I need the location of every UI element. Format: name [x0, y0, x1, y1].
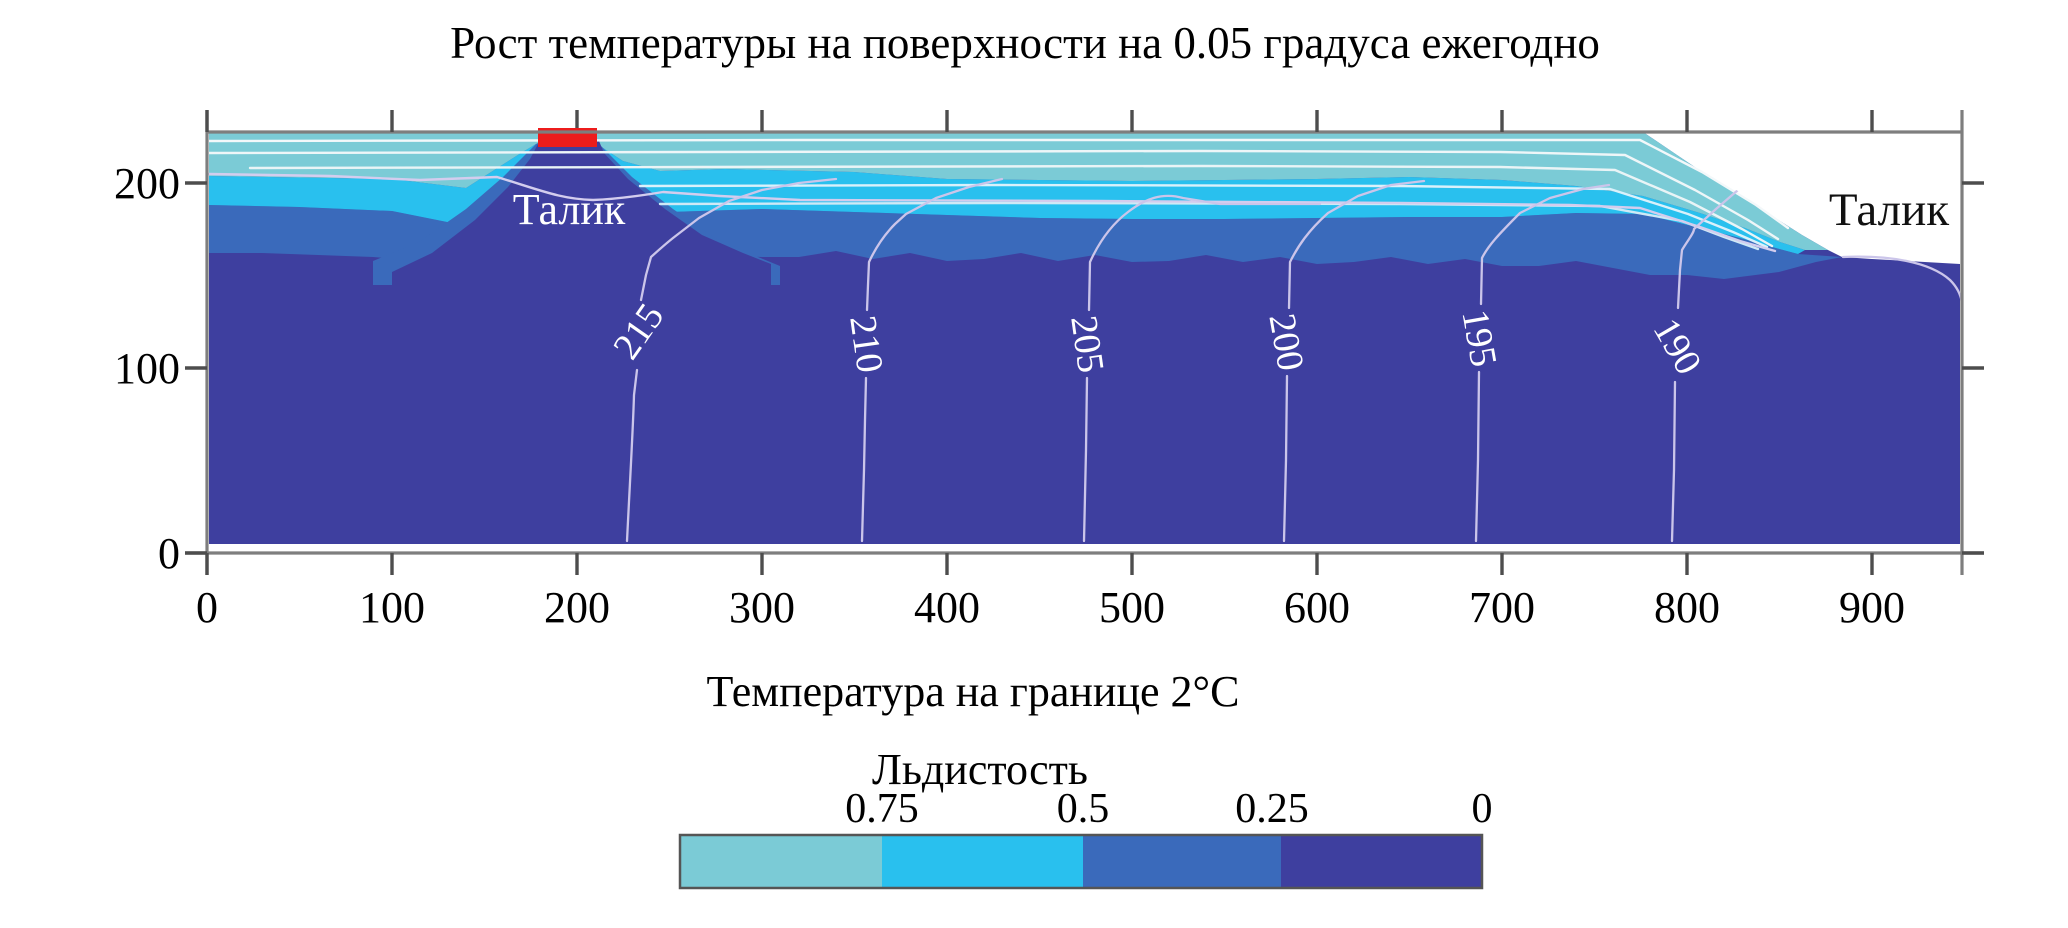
contour-line-upper-2	[207, 149, 1780, 241]
contour-line-upper-3	[248, 164, 1774, 248]
x-tick-800: 800	[1654, 583, 1720, 632]
contour-label-200: 200	[1260, 310, 1311, 373]
x-tick-200: 200	[544, 583, 610, 632]
colorbar-title: Льдистость	[872, 745, 1088, 794]
colorbar-segment-medium	[1083, 835, 1281, 888]
y-tick-100: 100	[114, 344, 180, 393]
x-tick-0: 0	[196, 583, 218, 632]
x-tick-100: 100	[359, 583, 425, 632]
contour-195-lower	[1474, 370, 1481, 543]
colorbar-segment-dark	[1281, 835, 1482, 888]
chart-title: Рост температуры на поверхности на 0.05 …	[450, 18, 1600, 68]
band-teal	[209, 132, 1828, 250]
talik-label-left: Талик	[513, 185, 626, 234]
talik-label-right: Талик	[1829, 184, 1949, 236]
contour-line-upper-1	[207, 138, 1790, 230]
colorbar-segment-cyan	[882, 835, 1083, 888]
contour-215-upper	[639, 177, 838, 302]
contour-190-lower	[1670, 380, 1677, 543]
x-tick-900: 900	[1839, 583, 1905, 632]
colorbar-tick-075: 0.75	[845, 786, 919, 832]
y-axis-left-ticks	[185, 181, 207, 555]
contour-205-lower	[1082, 376, 1089, 543]
temperature-contour-lines	[625, 155, 1792, 543]
contour-200-upper	[1287, 179, 1426, 310]
contour-195-upper	[1479, 183, 1611, 306]
contour-arc-right-corner	[1841, 255, 1964, 305]
x-axis-top-ticks	[205, 110, 1874, 132]
contour-205-upper	[1087, 194, 1322, 312]
contour-label-205: 205	[1062, 313, 1112, 375]
x-tick-300: 300	[729, 583, 795, 632]
boundary-temperature-caption: Температура на границе 2°C	[707, 667, 1240, 716]
contour-line-dome-wrap	[207, 172, 1777, 253]
colorbar	[678, 833, 1484, 890]
y-tick-200: 200	[114, 159, 180, 208]
y-tick-0: 0	[158, 529, 180, 578]
contour-label-210: 210	[841, 313, 891, 375]
colorbar-tick-0: 0	[1472, 786, 1493, 832]
x-tick-400: 400	[914, 583, 980, 632]
contour-210-lower	[860, 376, 868, 543]
colorbar-border	[678, 833, 1484, 890]
x-tick-600: 600	[1284, 583, 1350, 632]
contour-label-195: 195	[1453, 306, 1504, 369]
contour-215-lower	[625, 368, 639, 543]
x-tick-500: 500	[1099, 583, 1165, 632]
colorbar-tick-025: 0.25	[1235, 786, 1309, 832]
talik-dome-dark	[392, 141, 771, 288]
contour-210-upper	[865, 177, 1004, 312]
x-axis-bottom-ticks	[205, 553, 1874, 575]
contour-200-lower	[1282, 374, 1289, 543]
colorbar-segment-teal	[680, 835, 882, 888]
talik-wedge-right	[1645, 129, 1962, 262]
y-axis-right-ticks	[1962, 181, 1984, 555]
x-tick-700: 700	[1469, 583, 1535, 632]
contour-line-upper-4	[638, 183, 1769, 249]
colorbar-tick-05: 0.5	[1057, 786, 1110, 832]
